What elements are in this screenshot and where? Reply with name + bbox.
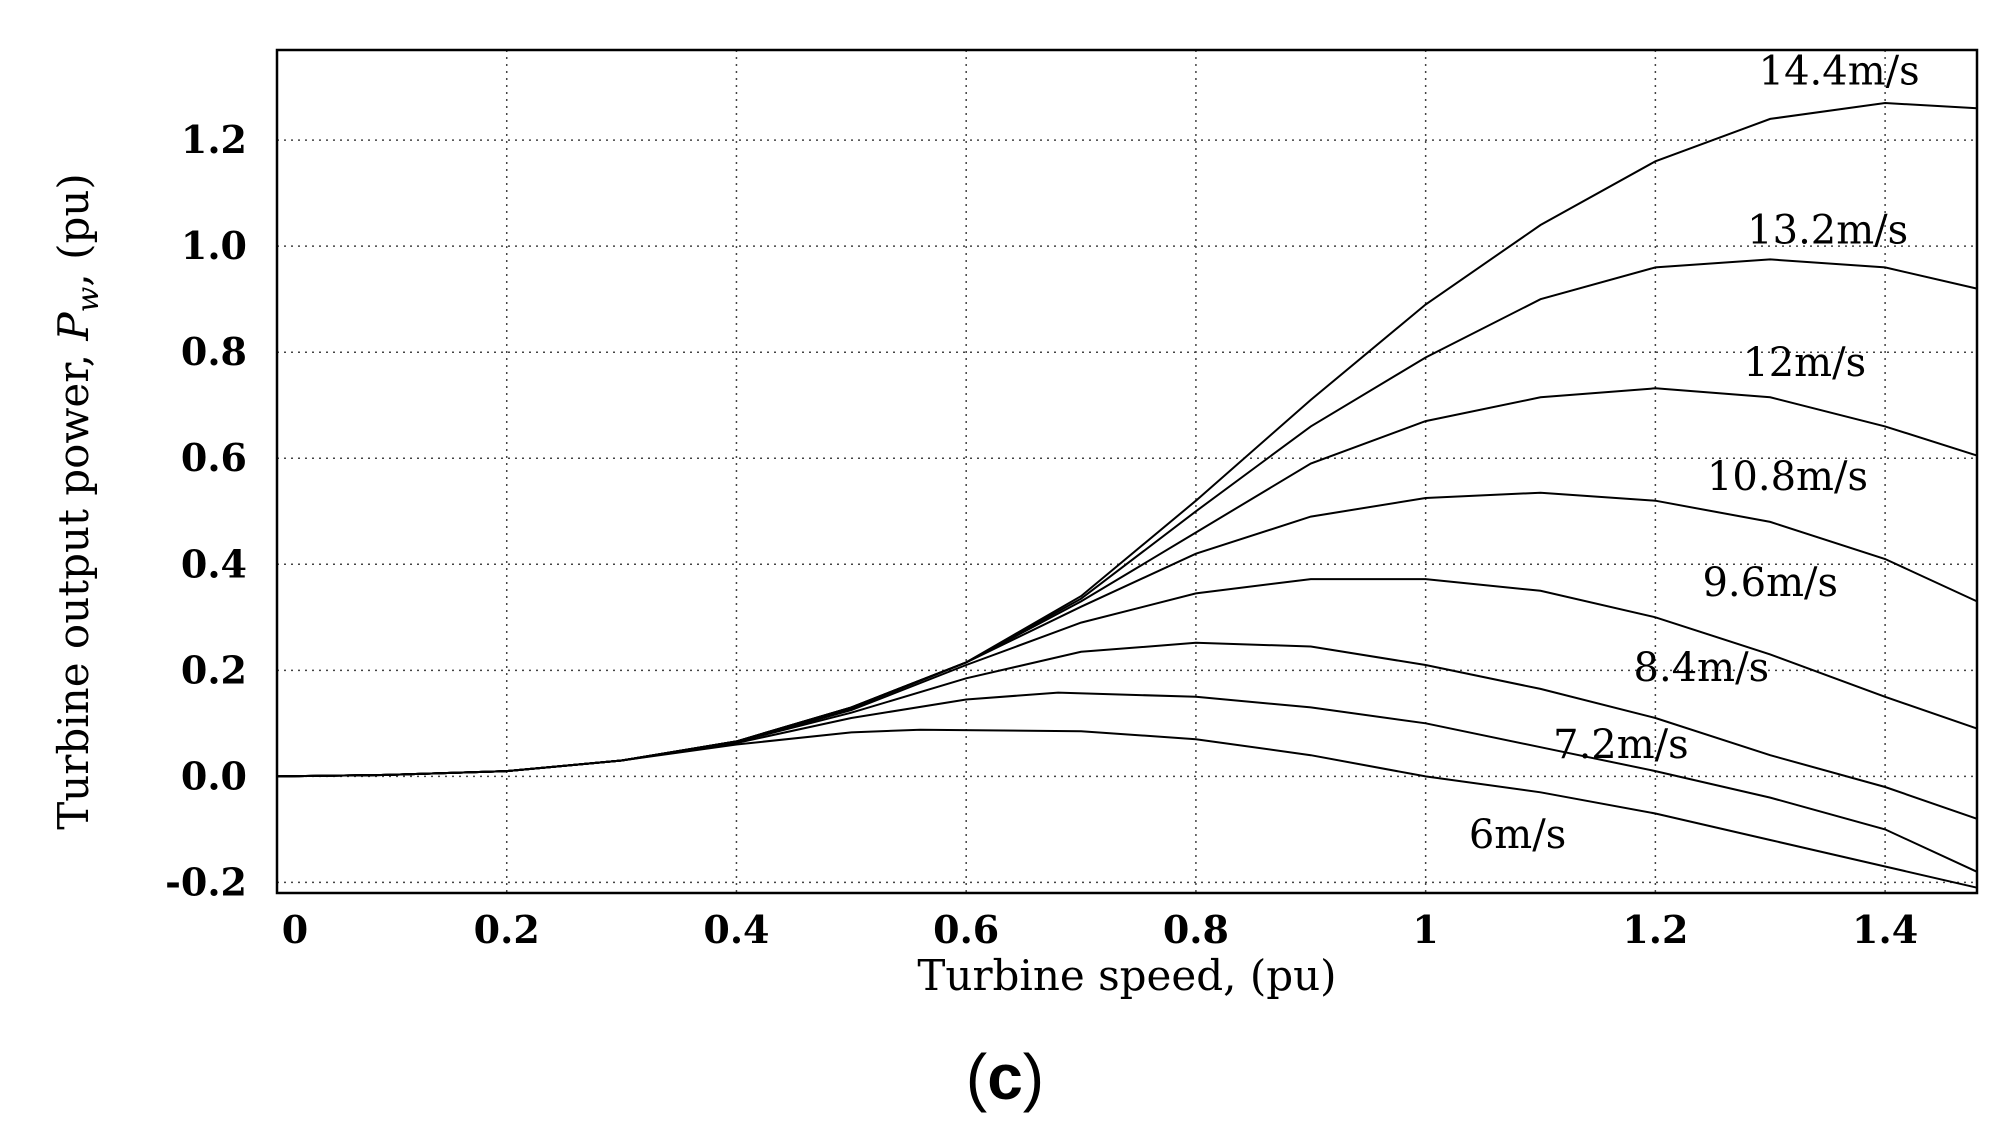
curve-label: 12m/s (1743, 340, 1866, 386)
x-tick-label: 0 (282, 907, 308, 952)
x-tick-label: 0.8 (1163, 907, 1229, 952)
y-tick-label: 1.2 (181, 117, 247, 162)
y-axis-label-subscript: w (71, 286, 106, 312)
y-tick-label: 0.4 (181, 541, 247, 586)
panel-label-close: ) (1022, 1041, 1045, 1113)
y-tick-label: 0.0 (181, 753, 247, 798)
y-tick-labels: -0.2 0.0 0.2 0.4 0.6 0.8 1.0 1.2 (165, 117, 247, 904)
series-line-6m-s (276, 728, 1978, 889)
series-line-14-4m-s (276, 101, 1978, 778)
y-axis-label: Turbine output power, Pw, (pu) (49, 173, 106, 830)
curve-labels: 14.4m/s 13.2m/s 12m/s 10.8m/s 9.6m/s 8.4m/s 7.… (1469, 48, 1920, 857)
y-tick-label: -0.2 (165, 859, 247, 904)
series-line-13-2m-s (276, 258, 1978, 778)
grid-lines (277, 50, 1977, 893)
curve-label: 13.2m/s (1747, 208, 1908, 254)
curve-label: 14.4m/s (1759, 48, 1920, 94)
curve-label: 9.6m/s (1702, 560, 1838, 606)
y-tick-label: 0.2 (181, 647, 247, 692)
y-tick-label: 0.8 (181, 329, 247, 374)
y-axis-label-symbol: P (49, 312, 98, 342)
y-tick-label: 1.0 (181, 223, 247, 268)
curve-label: 7.2m/s (1553, 722, 1689, 768)
series-line-7-2m-s (276, 691, 1978, 873)
x-tick-label: 0.2 (474, 907, 540, 952)
panel-label-letter: c (987, 1041, 1023, 1113)
x-tick-label: 0.6 (933, 907, 999, 952)
x-axis-label: Turbine speed, (pu) (917, 951, 1336, 1000)
plot-frame (275, 48, 1979, 895)
series-group (276, 101, 1978, 889)
x-tick-label: 1.2 (1622, 907, 1688, 952)
curve-label: 6m/s (1469, 812, 1566, 858)
x-tick-label: 1.4 (1852, 907, 1918, 952)
panel-label-open: ( (965, 1041, 988, 1113)
chart: 0 0.2 0.4 0.6 0.8 1 1.2 1.4 -0.2 0.0 0.2 0.4 0.6 0.8… (49, 48, 1979, 1000)
y-axis-label-text: Turbine output power, (49, 341, 98, 830)
curve-label: 8.4m/s (1634, 645, 1770, 691)
y-axis-label-unit: , (pu) (49, 173, 98, 286)
x-tick-label: 1 (1412, 907, 1438, 952)
curve-label: 10.8m/s (1707, 454, 1868, 500)
y-tick-label: 0.6 (181, 435, 247, 480)
x-tick-labels: 0 0.2 0.4 0.6 0.8 1 1.2 1.4 (282, 907, 1918, 952)
panel-label: (c) (0, 1040, 2010, 1114)
x-tick-label: 0.4 (703, 907, 769, 952)
